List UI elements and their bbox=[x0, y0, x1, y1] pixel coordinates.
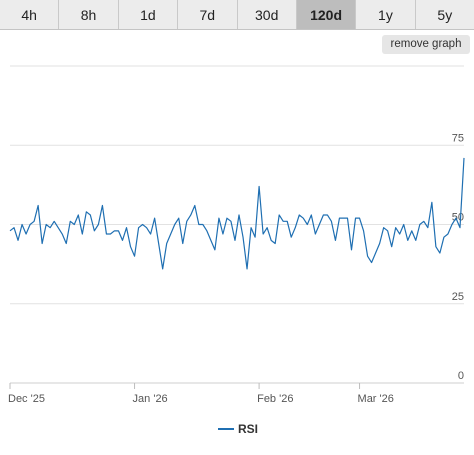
tab-4h[interactable]: 4h bbox=[0, 0, 60, 29]
tab-7d[interactable]: 7d bbox=[178, 0, 238, 29]
tab-5y[interactable]: 5y bbox=[415, 0, 474, 29]
y-tick-label: 0 bbox=[458, 370, 464, 382]
series-line-rsi bbox=[9, 157, 465, 270]
timeframe-tabs: 4h 8h 1d 7d 30d 120d 1y 5y bbox=[0, 0, 474, 30]
tab-30d[interactable]: 30d bbox=[237, 0, 297, 29]
y-tick-label: 75 bbox=[452, 132, 464, 144]
tab-120d[interactable]: 120d bbox=[296, 0, 357, 29]
tab-1d[interactable]: 1d bbox=[118, 0, 179, 29]
chart-legend: RSI bbox=[218, 422, 258, 436]
x-tick-label: Feb '26 bbox=[257, 393, 293, 405]
x-tick-label: Jan '26 bbox=[133, 393, 168, 405]
y-tick-label: 25 bbox=[452, 291, 464, 303]
chart-series bbox=[9, 157, 465, 270]
legend-label-rsi: RSI bbox=[238, 422, 258, 436]
x-tick-label: Dec '25 bbox=[8, 393, 45, 405]
remove-graph-button[interactable]: remove graph bbox=[382, 35, 470, 54]
x-axis: Dec '25 Jan '26 Feb '26 Mar '26 bbox=[8, 382, 464, 405]
tab-1y[interactable]: 1y bbox=[356, 0, 416, 29]
tab-8h[interactable]: 8h bbox=[59, 0, 119, 29]
chart-grid bbox=[10, 65, 464, 305]
x-tick-label: Mar '26 bbox=[358, 393, 394, 405]
